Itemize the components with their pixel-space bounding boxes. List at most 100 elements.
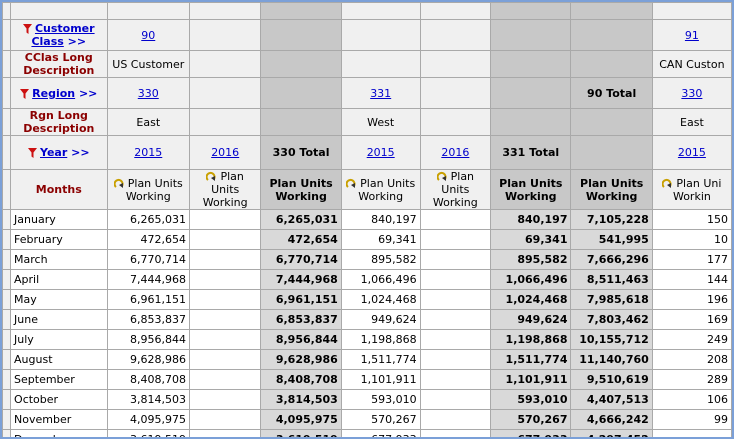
header-text[interactable]: 2015 bbox=[366, 146, 395, 159]
value-text: 8,408,708 bbox=[130, 373, 187, 386]
value-text: 1,198,868 bbox=[505, 333, 568, 346]
header-text: US Customer bbox=[112, 57, 185, 71]
header-cell: Plan Units Working bbox=[106, 169, 191, 210]
header-text[interactable]: 91 bbox=[684, 28, 699, 42]
value-text: 7,803,462 bbox=[586, 313, 649, 326]
filter-icon[interactable] bbox=[22, 24, 32, 34]
value-text: 1,101,911 bbox=[360, 373, 417, 386]
value-cell: 541,995 bbox=[570, 229, 653, 250]
filter-icon[interactable] bbox=[20, 88, 30, 99]
month-label: February bbox=[14, 233, 63, 246]
row-nub bbox=[2, 409, 12, 430]
blank-cell bbox=[651, 2, 732, 20]
value-cell: 9,628,986 bbox=[106, 349, 191, 370]
value-text: 895,582 bbox=[371, 253, 417, 266]
header-text[interactable]: 331 bbox=[370, 86, 392, 100]
month-cell: May bbox=[10, 289, 108, 310]
value-text: 289 bbox=[707, 373, 728, 386]
value-text: 7,666,296 bbox=[586, 253, 649, 266]
sort-icon[interactable] bbox=[113, 178, 125, 189]
header-cell bbox=[340, 19, 421, 51]
header-cell: 2015 bbox=[340, 135, 421, 170]
header-text: Plan Uni Workin bbox=[672, 176, 722, 203]
header-text[interactable]: 2016 bbox=[211, 146, 240, 159]
value-cell bbox=[189, 309, 262, 330]
data-row: January 6,265,031 6,265,031 840,197 840,197 7… bbox=[2, 209, 732, 230]
expand-arrows[interactable]: >> bbox=[78, 86, 98, 100]
header-cell bbox=[189, 108, 262, 136]
expand-arrows[interactable]: >> bbox=[67, 35, 87, 48]
value-text: 8,956,844 bbox=[130, 333, 187, 346]
month-cell: June bbox=[10, 309, 108, 330]
header-text: CAN Custon bbox=[659, 57, 725, 71]
value-cell: 4,095,975 bbox=[106, 409, 191, 430]
value-cell: 6,961,151 bbox=[260, 289, 342, 310]
expand-arrows[interactable]: >> bbox=[71, 146, 90, 159]
header-text[interactable]: 330 bbox=[137, 86, 159, 100]
value-text: 840,197 bbox=[517, 213, 568, 226]
value-cell bbox=[419, 289, 492, 310]
row-header-label[interactable]: Year bbox=[40, 146, 68, 159]
header-text[interactable]: 2015 bbox=[677, 146, 706, 159]
header-cell: 331 Total bbox=[490, 135, 572, 170]
value-text: 144 bbox=[707, 273, 728, 286]
value-cell bbox=[419, 409, 492, 430]
sort-icon[interactable] bbox=[345, 178, 357, 189]
header-cell: 2015 bbox=[651, 135, 732, 170]
value-text: 472,654 bbox=[287, 233, 338, 246]
header-text[interactable]: 90 bbox=[141, 28, 156, 42]
month-label: May bbox=[14, 293, 37, 306]
month-cell: July bbox=[10, 329, 108, 350]
blank-cell bbox=[106, 2, 191, 20]
row-nub bbox=[2, 329, 12, 350]
value-cell: 3,619,519 bbox=[106, 429, 191, 437]
header-cell: Plan Units Working bbox=[189, 169, 262, 210]
row-header-label[interactable]: Customer Class bbox=[31, 22, 95, 48]
row-header-label[interactable]: Region bbox=[32, 86, 76, 100]
header-cell bbox=[570, 50, 653, 78]
value-cell bbox=[419, 349, 492, 370]
row-nub bbox=[2, 429, 12, 437]
value-text: 6,265,031 bbox=[130, 213, 187, 226]
row-nub bbox=[2, 209, 12, 230]
header-text[interactable]: 2016 bbox=[441, 146, 470, 159]
value-text: 9,628,986 bbox=[130, 353, 187, 366]
sort-icon[interactable] bbox=[662, 178, 673, 189]
header-cell: 331 bbox=[340, 77, 421, 109]
value-cell bbox=[189, 229, 262, 250]
row-nub bbox=[2, 249, 12, 270]
value-text: 6,853,837 bbox=[130, 313, 187, 326]
value-text: 1,511,774 bbox=[360, 353, 417, 366]
value-cell: 895,582 bbox=[340, 249, 421, 270]
value-cell: 196 bbox=[651, 289, 732, 310]
value-text: 949,624 bbox=[371, 313, 417, 326]
header-text: East bbox=[136, 115, 161, 129]
value-cell: 6,853,837 bbox=[106, 309, 191, 330]
header-text[interactable]: 2015 bbox=[134, 146, 163, 159]
value-text: 593,010 bbox=[517, 393, 568, 406]
value-text: 4,407,513 bbox=[586, 393, 649, 406]
value-text: 6,961,151 bbox=[275, 293, 338, 306]
value-text: 8,408,708 bbox=[275, 373, 338, 386]
value-cell bbox=[419, 269, 492, 290]
sort-icon[interactable] bbox=[206, 171, 217, 182]
value-cell: 7,803,462 bbox=[570, 309, 653, 330]
header-row: Customer Class >> 90 91 bbox=[2, 19, 732, 51]
value-cell: 11,140,760 bbox=[570, 349, 653, 370]
month-label: November bbox=[14, 413, 72, 426]
data-row: April 7,444,968 7,444,968 1,066,496 1,066,49… bbox=[2, 269, 732, 290]
header-cell: 91 bbox=[651, 19, 732, 51]
header-cell: 90 Total bbox=[570, 77, 653, 109]
value-cell: 10 bbox=[651, 229, 732, 250]
value-cell: 144 bbox=[651, 269, 732, 290]
value-cell: 840,197 bbox=[340, 209, 421, 230]
sort-icon[interactable] bbox=[436, 171, 448, 182]
value-cell bbox=[189, 209, 262, 230]
header-text[interactable]: 330 bbox=[681, 86, 703, 100]
row-header: Customer Class >> bbox=[10, 19, 108, 51]
value-text: 1,101,911 bbox=[505, 373, 568, 386]
value-cell: 1,198,868 bbox=[490, 329, 572, 350]
header-cell: Plan Uni Workin bbox=[651, 169, 732, 210]
value-cell: 69,341 bbox=[490, 229, 572, 250]
filter-icon[interactable] bbox=[28, 148, 37, 158]
